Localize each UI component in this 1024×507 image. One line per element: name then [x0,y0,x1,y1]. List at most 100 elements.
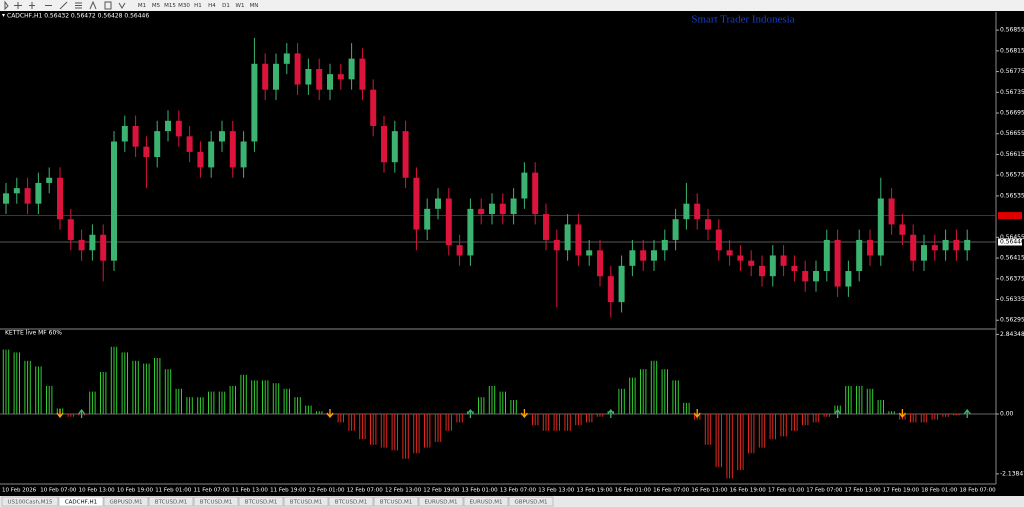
trend-icon[interactable] [59,1,68,10]
fib-icon[interactable] [89,0,97,10]
indicator-name: KETTE live MF 60% [5,330,62,337]
sell-arrow [520,409,528,419]
time-label: 16 Feb 19:00 [730,488,767,494]
tab-label[interactable]: BTCUSD,M1 [245,500,277,506]
candle-body [964,239,971,251]
timeframe-button[interactable]: M1 [138,3,146,9]
time-label: 18 Feb 01:00 [921,488,958,494]
tab-label[interactable]: EURUSD,M1 [424,500,457,506]
buy-arrow [963,408,971,418]
candle-body [46,177,53,183]
time-label: 17 Feb 07:00 [806,488,843,494]
candle-body [931,245,938,251]
watermark: Smart Trader Indonesia [691,14,794,26]
candle-body [780,255,787,266]
tab[interactable] [103,496,149,507]
price-tick-label: 0.56655 [1000,130,1024,137]
label-icon[interactable] [104,1,112,10]
time-label: 10 Feb 07:00 [40,488,77,494]
indicator-tick-label: -2.13847 [1000,470,1024,477]
candle-body [618,265,625,303]
time-label: 16 Feb 01:00 [615,488,652,494]
timeframe-button[interactable]: M30 [178,3,190,9]
tab[interactable] [58,496,104,507]
candle-body [370,89,377,126]
tab[interactable] [193,496,239,507]
sell-arrow [898,409,906,419]
tab-label[interactable]: BTCUSD,M1 [290,500,322,506]
candle-body [510,198,517,215]
tab-label[interactable]: GBPUSD,M1 [109,500,142,506]
timeframe-button[interactable]: H4 [208,3,216,9]
candle-body [856,239,863,272]
tab-label[interactable]: GBPUSD,M1 [514,500,547,506]
candle-body [348,58,355,80]
candle-body [661,239,668,251]
tab-label[interactable]: BTCUSD,M1 [155,500,187,506]
time-label: 13 Feb 13:00 [538,488,575,494]
timeframe-button[interactable]: MN [250,3,259,9]
candle-body [489,203,495,215]
candle-body [89,234,96,251]
timeframe-button[interactable]: M15 [164,3,176,9]
price-label: 0.56446 [1000,239,1024,246]
candle-body [683,203,690,220]
timeframe-button[interactable]: W1 [236,3,245,9]
candle-body [294,53,301,85]
price-tick-label: 0.56375 [1000,275,1024,282]
candle-body [910,234,917,261]
candle-body [672,219,679,240]
candle-body [391,131,398,163]
tab-label[interactable]: BTCUSD,M1 [335,500,367,506]
time-label: 12 Feb 19:00 [423,488,460,494]
tab-label[interactable]: US100Cash,M15 [7,500,53,506]
tab[interactable] [148,496,194,507]
tab[interactable] [238,496,284,507]
candle-body [521,172,528,199]
time-label: 13 Feb 19:00 [577,488,614,494]
time-label: 12 Feb 13:00 [385,488,422,494]
arrow-icon[interactable] [118,2,126,9]
candle-body [445,198,452,246]
time-label: 11 Feb 19:00 [270,488,307,494]
chart-bg [0,11,1024,496]
channel-icon[interactable] [75,2,82,9]
candle-body [283,53,290,64]
tab[interactable] [373,496,419,507]
timeframe-button[interactable]: H1 [194,3,202,9]
time-label: 13 Feb 01:00 [462,488,499,494]
tab[interactable] [283,496,329,507]
timeframe-button[interactable]: D1 [222,3,230,9]
tab-label[interactable]: BTCUSD,M1 [380,500,412,506]
tab[interactable] [1,496,59,507]
tab[interactable] [463,496,509,507]
tab-label[interactable]: BTCUSD,M1 [200,500,232,506]
tab[interactable] [328,496,374,507]
indicator-tick-label: 2.84348 [1000,331,1024,338]
candle-body [737,255,744,261]
candle-body [597,250,603,277]
crosshair-icon[interactable] [14,2,22,9]
candle-body [240,141,247,168]
candle-body [100,234,107,261]
time-label: 12 Feb 07:00 [347,488,384,494]
buy-arrow [466,408,474,418]
price-tick-label: 0.56335 [1000,296,1024,303]
tab[interactable] [508,496,554,507]
candle-body [435,198,441,209]
price-label-bg [998,238,1022,246]
timeframe-button[interactable]: M5 [152,3,161,9]
candle-body [705,219,711,230]
candle-body [726,250,733,256]
cursor-icon[interactable] [4,0,9,11]
candle-body [791,265,798,272]
tab[interactable] [418,496,464,507]
tab-label[interactable]: EURUSD,M1 [469,500,502,506]
price-tick-label: 0.56535 [1000,192,1024,199]
candle-body [532,172,539,215]
tab-label[interactable]: CADCHF,H1 [65,500,97,506]
candle-body [273,63,279,90]
candle-body [543,214,549,240]
price-tick-label: 0.56295 [1000,317,1024,324]
vline-icon[interactable] [29,2,35,9]
